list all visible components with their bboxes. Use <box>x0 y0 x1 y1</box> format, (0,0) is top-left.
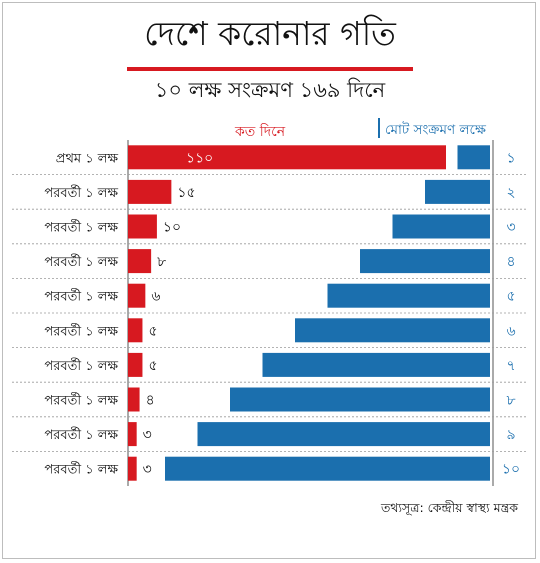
total-value-label: ১০ <box>502 462 520 478</box>
category-label: পরবর্তী ১ লক্ষ <box>44 323 118 339</box>
days-bar <box>128 422 137 447</box>
total-bar <box>360 249 490 274</box>
source-note: তথ্যসূত্র: কেন্দ্রীয় স্বাস্থ্য মন্ত্রক <box>380 500 518 515</box>
legend-separator <box>378 118 380 138</box>
days-value-label: ১৫ <box>177 185 195 201</box>
category-label: পরবর্তী ১ লক্ষ <box>44 393 118 409</box>
category-label: পরবর্তী ১ লক্ষ <box>44 254 118 270</box>
days-bar <box>128 387 140 412</box>
category-label: পরবর্তী ১ লক্ষ <box>44 289 118 305</box>
days-value-label: ৫ <box>148 358 157 374</box>
days-value-label: ৮ <box>157 254 166 270</box>
legend-days: কত দিনে <box>234 124 286 140</box>
total-bar <box>392 214 490 239</box>
total-value-label: ৪ <box>506 254 515 270</box>
total-value-label: ৭ <box>506 358 515 374</box>
days-bar <box>128 456 137 481</box>
total-value-label: ৫ <box>506 289 515 305</box>
days-bar <box>128 283 146 308</box>
chart-frame <box>2 2 536 559</box>
days-value-label: ৩ <box>143 427 152 443</box>
category-label: পরবর্তী ১ লক্ষ <box>44 462 118 478</box>
total-bar <box>197 422 490 447</box>
category-label: পরবর্তী ১ লক্ষ <box>44 358 118 374</box>
total-value-label: ৬ <box>506 323 515 339</box>
days-bar <box>128 214 157 239</box>
days-bar <box>128 318 143 343</box>
total-value-label: ১ <box>506 150 515 166</box>
title-underline <box>127 67 413 71</box>
category-label: পরবর্তী ১ লক্ষ <box>44 185 118 201</box>
days-value-label: ১০ <box>163 220 181 236</box>
total-bar <box>165 456 490 481</box>
total-value-label: ২ <box>506 185 515 201</box>
days-bar <box>128 352 143 377</box>
total-bar <box>230 387 490 412</box>
total-value-label: ৩ <box>506 220 515 236</box>
total-value-label: ৮ <box>506 393 515 409</box>
total-bar <box>262 352 490 377</box>
total-bar <box>327 283 490 308</box>
total-bar <box>295 318 490 343</box>
legend-total: মোট সংক্রমণ লক্ষে <box>385 122 486 138</box>
chart-subtitle: ১০ লক্ষ সংক্রমণ ১৬৯ দিনে <box>154 78 386 102</box>
category-label: পরবর্তী ১ লক্ষ <box>44 427 118 443</box>
days-value-label: ৪ <box>146 393 155 409</box>
total-bar <box>425 179 490 204</box>
days-bar <box>128 179 172 204</box>
chart-title: দেশে করোনার গতি <box>144 14 396 53</box>
days-value-label: ৩ <box>143 462 152 478</box>
category-label: পরবর্তী ১ লক্ষ <box>44 220 118 236</box>
days-value-label: ৬ <box>151 289 160 305</box>
days-bar <box>128 249 152 274</box>
days-bar <box>128 145 446 170</box>
total-value-label: ৯ <box>506 427 515 443</box>
days-value-label: ৫ <box>148 323 157 339</box>
total-bar <box>457 145 490 170</box>
category-label: প্রথম ১ লক্ষ <box>56 151 119 166</box>
days-value-label: ১১০ <box>186 150 213 166</box>
